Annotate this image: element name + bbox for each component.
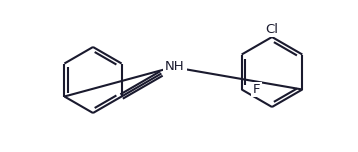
- Text: Cl: Cl: [266, 23, 279, 36]
- Text: NH: NH: [165, 60, 185, 74]
- Text: F: F: [253, 83, 260, 96]
